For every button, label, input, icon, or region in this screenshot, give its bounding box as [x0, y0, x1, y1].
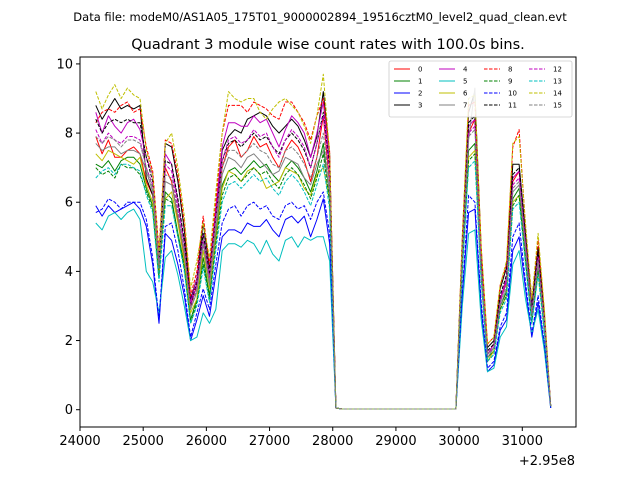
legend-label-2: 2 [418, 90, 422, 98]
series-line-10 [95, 191, 552, 410]
x-axis: 24000 25000 26000 27000 28000 29000 30000 31000 [59, 427, 543, 449]
plot-area [79, 56, 577, 428]
y-tick-label: 4 [65, 265, 73, 280]
legend-label-14: 14 [553, 90, 562, 98]
x-tick-label: 26000 [186, 434, 227, 449]
series-line-2 [95, 198, 552, 410]
legend-label-15: 15 [553, 102, 562, 110]
legend-label-7: 7 [463, 102, 467, 110]
y-axis: 0 2 4 6 8 10 [56, 57, 80, 418]
y-tick-label: 6 [65, 196, 73, 211]
series-line-11 [95, 111, 552, 410]
figure-suptitle: Data file: modeM0/AS1A05_175T01_90000028… [73, 10, 567, 24]
x-tick-label: 31000 [502, 434, 543, 449]
legend-label-6: 6 [463, 90, 468, 98]
y-tick-label: 8 [65, 127, 73, 142]
legend-label-5: 5 [463, 78, 467, 86]
legend-label-11: 11 [508, 102, 517, 110]
x-tick-label: 28000 [312, 434, 353, 449]
series-line-1 [95, 142, 552, 410]
x-tick-label: 30000 [438, 434, 479, 449]
legend-label-10: 10 [508, 90, 517, 98]
legend-label-8: 8 [508, 66, 512, 74]
series-layer [95, 73, 552, 410]
legend-label-4: 4 [463, 66, 468, 74]
legend-label-3: 3 [418, 102, 422, 110]
series-line-14 [95, 73, 552, 410]
x-tick-label: 27000 [249, 434, 290, 449]
legend-label-0: 0 [418, 66, 422, 74]
x-tick-label: 29000 [375, 434, 416, 449]
legend-label-12: 12 [553, 66, 562, 74]
chart-title: Quadrant 3 module wise count rates with … [131, 37, 525, 53]
legend-box [388, 60, 573, 118]
axes-frame [79, 56, 577, 428]
x-tick-label: 25000 [123, 434, 164, 449]
series-line-13 [95, 160, 552, 410]
x-tick-label: 24000 [59, 434, 100, 449]
series-line-9 [95, 153, 552, 410]
series-line-12 [95, 115, 552, 410]
legend-label-9: 9 [508, 78, 512, 86]
x-axis-offset-label: +2.95e8 [519, 454, 575, 469]
legend-label-1: 1 [418, 78, 422, 86]
y-tick-label: 0 [65, 403, 73, 418]
series-line-5 [95, 208, 552, 410]
series-line-15 [95, 129, 552, 410]
y-tick-label: 2 [65, 334, 73, 349]
legend-label-13: 13 [553, 78, 562, 86]
series-line-8 [95, 98, 552, 410]
y-tick-label: 10 [56, 57, 73, 72]
